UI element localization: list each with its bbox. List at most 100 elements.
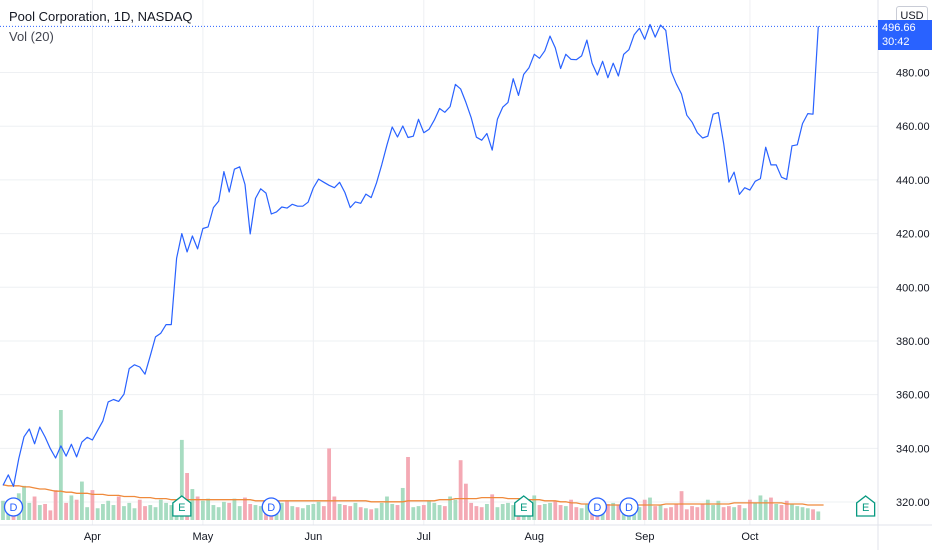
volume-bar xyxy=(642,499,647,520)
volume-bar xyxy=(395,505,400,520)
volume-bar xyxy=(53,490,58,520)
volume-bar xyxy=(211,505,216,520)
earnings-marker[interactable] xyxy=(172,495,192,517)
volume-bar xyxy=(332,496,337,520)
volume-bar xyxy=(48,510,53,520)
volume-bar xyxy=(674,503,679,520)
volume-bar xyxy=(111,505,116,520)
volume-bar xyxy=(742,508,747,520)
volume-bar xyxy=(127,502,132,520)
volume-bar xyxy=(279,502,284,520)
volume-bar xyxy=(206,498,211,520)
volume-bar xyxy=(495,507,500,520)
dividend-marker[interactable] xyxy=(261,497,281,517)
volume-bar xyxy=(427,500,431,520)
volume-bar xyxy=(158,499,163,520)
volume-bar xyxy=(74,499,79,520)
volume-bar xyxy=(37,505,42,520)
y-tick-label: 360.00 xyxy=(896,390,930,402)
earnings-marker[interactable] xyxy=(514,495,534,517)
volume-bar xyxy=(137,499,142,520)
y-tick-label: 480.00 xyxy=(896,68,930,80)
volume-bar xyxy=(437,505,442,520)
volume-bar xyxy=(805,508,810,520)
volume-bar xyxy=(490,494,495,520)
volume-bar xyxy=(43,503,47,520)
marker-letter: E xyxy=(862,502,869,514)
volume-bar xyxy=(143,506,147,520)
y-tick-label: 460.00 xyxy=(896,121,930,133)
volume-bar xyxy=(737,505,742,520)
dividend-marker[interactable] xyxy=(619,497,639,517)
volume-bar xyxy=(169,505,174,520)
volume-bar xyxy=(80,481,84,520)
dividend-marker[interactable] xyxy=(3,497,24,517)
volume-bar xyxy=(358,507,363,520)
volume-bar xyxy=(726,506,731,520)
volume-bar xyxy=(327,448,332,520)
volume-bar xyxy=(195,496,200,520)
volume-bar xyxy=(705,499,710,520)
dividend-marker[interactable] xyxy=(587,497,608,517)
marker-letter: D xyxy=(593,502,601,514)
volume-bar xyxy=(811,509,815,520)
volume-bar xyxy=(69,495,74,520)
bar-countdown: 30:42 xyxy=(882,36,910,48)
volume-bar xyxy=(364,508,368,520)
volume-bar xyxy=(232,498,237,520)
last-price-label: 496.66 30:42 xyxy=(878,20,932,50)
chart-title: Pool Corporation, 1D, NASDAQ xyxy=(9,9,193,24)
volume-bar xyxy=(748,499,752,520)
volume-bar xyxy=(695,507,700,520)
volume-bar xyxy=(537,505,542,520)
y-tick-label: 380.00 xyxy=(896,336,930,348)
volume-bar xyxy=(132,508,137,520)
price-line xyxy=(2,23,819,487)
volume-bar xyxy=(469,502,474,520)
volume-bar xyxy=(348,506,353,520)
volume-bar xyxy=(101,503,105,520)
volume-bar xyxy=(800,507,805,520)
volume-bar xyxy=(721,507,726,520)
volume-bar xyxy=(663,508,668,520)
volume-bar xyxy=(558,505,563,520)
marker-letter: D xyxy=(10,502,18,514)
volume-bar xyxy=(190,489,195,520)
volume-bar xyxy=(563,506,568,520)
volume-bar xyxy=(321,506,326,520)
volume-bar xyxy=(164,502,168,520)
volume-bar xyxy=(85,507,90,520)
x-tick-label: Apr xyxy=(84,531,101,543)
volume-bar xyxy=(295,507,300,520)
volume-bar xyxy=(406,456,410,520)
volume-bar xyxy=(200,500,205,520)
marker-letter: D xyxy=(267,502,275,514)
volume-bar xyxy=(374,508,379,520)
volume-bar xyxy=(106,500,111,520)
volume-indicator-label[interactable]: Vol (20) xyxy=(9,29,54,44)
volume-bar xyxy=(579,508,584,520)
volume-bar xyxy=(421,505,426,520)
volume-bar xyxy=(574,507,579,520)
volume-bar xyxy=(1,500,5,520)
volume-bar xyxy=(122,506,126,520)
volume-bar xyxy=(185,473,189,520)
volume-bar xyxy=(784,500,789,520)
volume-bar xyxy=(90,490,95,520)
volume-bar xyxy=(222,501,226,520)
volume-bar xyxy=(732,507,737,520)
volume-bar xyxy=(32,496,37,520)
volume-bar xyxy=(684,509,689,520)
volume-bar xyxy=(511,505,516,520)
volume-bar xyxy=(337,503,342,520)
volume-ma-line xyxy=(2,484,824,506)
y-tick-label: 400.00 xyxy=(896,282,930,294)
x-tick-label: Sep xyxy=(635,531,655,543)
volume-bar xyxy=(343,505,347,520)
volume-bar xyxy=(248,503,253,520)
volume-bar xyxy=(816,511,821,520)
volume-bar xyxy=(258,506,263,520)
volume-bar xyxy=(711,505,715,520)
earnings-marker[interactable] xyxy=(855,495,876,517)
